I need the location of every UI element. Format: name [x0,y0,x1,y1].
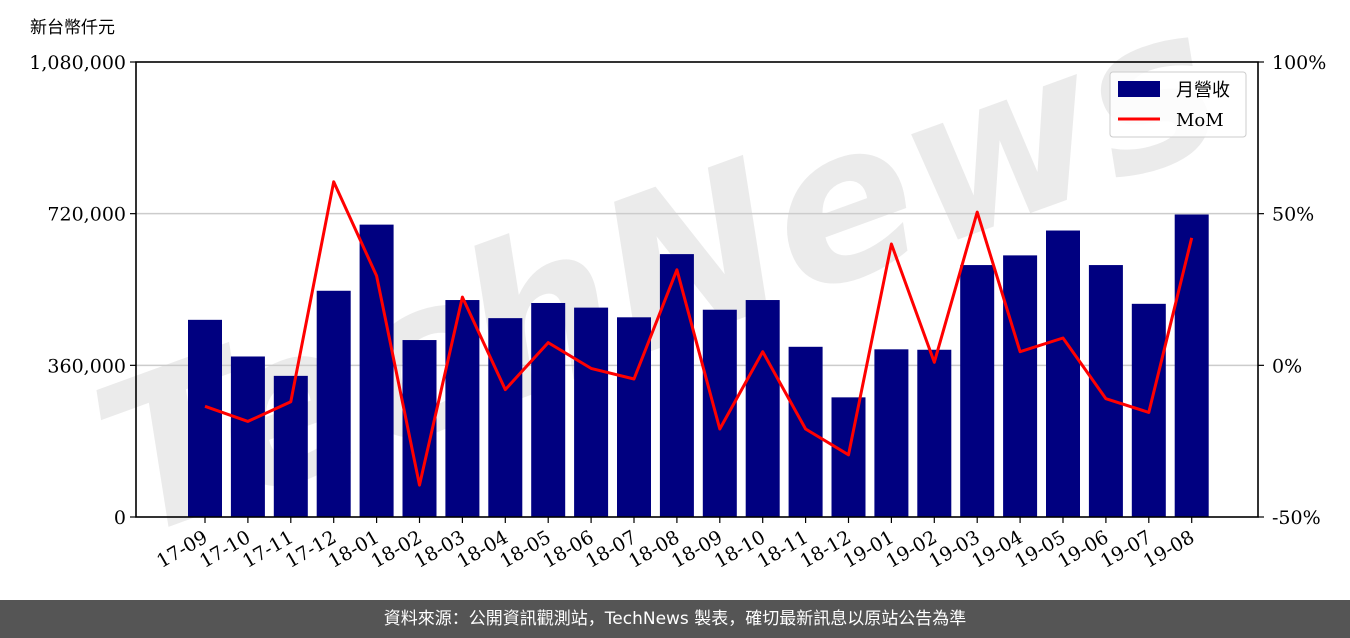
y-axis-unit-label: 新台幣仟元 [30,18,115,38]
mom-line [204,180,1194,487]
bar-19-01 [874,349,909,517]
y-right-tick-label: 0% [1272,355,1302,377]
bar-19-04 [1003,255,1038,517]
y-right-tick-label: -50% [1272,507,1321,529]
y-right-tick-label: 50% [1272,204,1314,226]
y-left-tick-label: 1,080,000 [29,52,126,74]
bar-layer [188,214,1209,518]
bar-19-03 [960,265,995,517]
y-right-tick-label: 100% [1272,52,1326,74]
bar-17-12 [316,290,351,517]
bar-19-02 [917,349,952,517]
bar-19-06 [1088,265,1123,517]
revenue-chart: TechNews 新台幣仟元 0360,000720,0001,080,000-… [29,0,1326,586]
bar-18-10 [745,300,780,517]
legend-label-revenue: 月營收 [1176,80,1230,101]
y-left-tick-label: 0 [114,507,126,529]
bar-18-04 [488,318,523,517]
bar-18-01 [359,224,394,518]
legend-swatch-bar [1118,81,1160,97]
bar-18-06 [574,307,609,517]
bar-18-05 [531,302,566,517]
plot-frame [135,61,1259,518]
mom-line-layer [204,180,1194,487]
legend: 月營收 MoM [1109,71,1247,138]
bar-19-05 [1046,230,1080,517]
footer-source-note: 資料來源：公開資訊觀測站，TechNews 製表，確切最新訊息以原站公告為準 [0,600,1350,638]
bar-17-09 [188,319,222,517]
bar-18-12 [831,397,866,517]
y-left-tick-label: 360,000 [47,355,126,377]
bar-18-08 [659,254,694,517]
bar-18-11 [788,346,823,517]
bar-18-03 [445,300,480,517]
bar-19-08 [1174,214,1209,517]
bar-18-09 [702,309,737,517]
y-left-tick-label: 720,000 [47,204,126,226]
x-tick-label: 19-08 [1140,526,1198,572]
legend-label-mom: MoM [1176,110,1224,131]
bar-17-10 [230,356,265,517]
